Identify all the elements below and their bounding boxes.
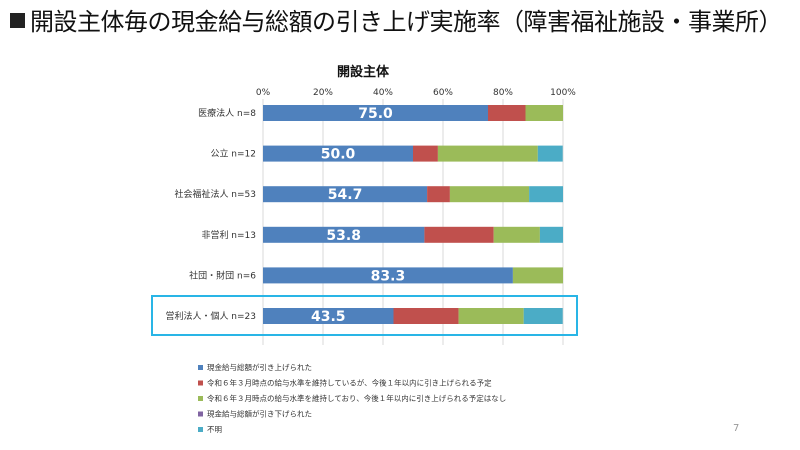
legend-swatch xyxy=(198,365,203,370)
legend-label: 現金給与総額が引き下げられた xyxy=(207,409,312,419)
data-label: 83.3 xyxy=(371,268,406,284)
bar-segment xyxy=(523,308,563,324)
legend-label: 現金給与総額が引き上げられた xyxy=(207,362,312,372)
bar-segment xyxy=(263,267,513,284)
legend-swatch xyxy=(198,411,203,417)
legend-swatch xyxy=(198,380,203,386)
bar-segment xyxy=(488,105,526,121)
bar-segment xyxy=(493,226,540,243)
bar-segment xyxy=(539,226,563,243)
slide-title-text: 開設主体毎の現金給与総額の引き上げ実施率（障害福祉施設・事業所） xyxy=(30,8,783,36)
data-label: 50.0 xyxy=(321,147,356,163)
data-label: 75.0 xyxy=(358,106,393,122)
category-label: 公立 n=12 xyxy=(210,148,256,160)
category-label: 非営利 n=13 xyxy=(201,229,256,241)
x-tick-label: 60% xyxy=(433,88,453,98)
bar-segment xyxy=(437,145,538,162)
x-tick-label: 100% xyxy=(550,88,576,98)
highlight-box xyxy=(151,295,578,336)
x-tick-label: 0% xyxy=(256,88,271,98)
x-tick-label: 80% xyxy=(493,88,513,98)
bar-segment xyxy=(512,267,563,284)
data-label: 43.5 xyxy=(311,309,346,325)
legend-label: 不明 xyxy=(207,425,222,434)
x-tick-label: 40% xyxy=(373,88,393,98)
data-label: 54.7 xyxy=(328,187,363,203)
category-label: 医療法人 n=8 xyxy=(198,107,256,119)
bar-segment xyxy=(263,145,413,162)
bar-segment xyxy=(263,226,425,243)
bar-segment xyxy=(525,105,563,121)
category-label: 社団・財団 n=6 xyxy=(189,269,256,281)
legend-swatch xyxy=(198,396,203,401)
chart-title: 開設主体 xyxy=(337,64,390,80)
category-label: 社会福祉法人 n=53 xyxy=(174,188,256,200)
bar-segment xyxy=(263,186,428,203)
legend-label: 令和６年３月時点の給与水準を維持しており、今後１年以内に引き上げられる予定はなし xyxy=(207,393,506,403)
bar-segment xyxy=(458,308,524,324)
bar-segment xyxy=(529,186,563,203)
bar-segment xyxy=(449,186,530,203)
bar-segment xyxy=(263,105,488,121)
bar-segment xyxy=(413,145,438,162)
legend-label: 令和６年３月時点の給与水準を維持しているが、今後１年以内に引き上げられる予定 xyxy=(207,378,492,388)
square-bullet-icon xyxy=(10,13,25,28)
data-label: 53.8 xyxy=(326,228,361,244)
x-tick-label: 20% xyxy=(313,88,333,98)
slide-title: 開設主体毎の現金給与総額の引き上げ実施率（障害福祉施設・事業所） xyxy=(10,4,783,40)
bar-segment xyxy=(537,145,563,162)
bar-segment xyxy=(427,186,450,203)
bar-segment xyxy=(263,308,394,324)
legend-swatch xyxy=(198,427,203,432)
page-number: 7 xyxy=(733,423,740,434)
bar-segment xyxy=(393,308,459,324)
bar-segment xyxy=(424,226,494,243)
category-label: 営利法人・個人 n=23 xyxy=(165,310,256,322)
